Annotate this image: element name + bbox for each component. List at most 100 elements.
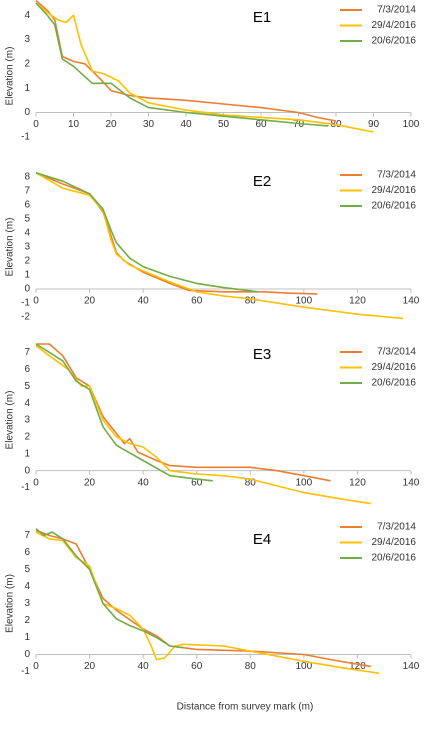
chart-title: E1	[253, 9, 271, 26]
y-tick-label: 8	[24, 172, 30, 183]
x-tick-label: 0	[33, 661, 39, 672]
x-tick-label: 60	[191, 661, 203, 672]
x-tick-label: 20	[105, 119, 117, 130]
y-axis-label: Elevation (m)	[5, 391, 16, 450]
x-tick-label: 0	[33, 477, 39, 488]
legend-label: 29/4/2016	[372, 20, 417, 31]
x-tick-label: 80	[245, 477, 257, 488]
legend-label: 7/3/2014	[377, 347, 416, 358]
y-tick-label: 7	[24, 347, 30, 358]
x-tick-label: 40	[180, 119, 192, 130]
legend-label: 29/4/2016	[372, 185, 417, 196]
y-tick-label: 7	[24, 530, 30, 541]
y-tick-label: 2	[24, 58, 30, 69]
y-tick-label: -2	[21, 312, 30, 323]
data-line	[36, 343, 331, 482]
data-line	[35, 528, 184, 649]
legend-label: 20/6/2016	[372, 36, 417, 47]
y-tick-label: 4	[24, 10, 30, 21]
y-axis-label: Elevation (m)	[5, 574, 16, 633]
y-tick-label: 6	[24, 364, 30, 375]
x-tick-label: 140	[403, 477, 420, 488]
x-tick-label: 100	[403, 119, 420, 130]
data-line	[35, 172, 318, 295]
y-tick-label: -1	[21, 666, 30, 677]
chart-title: E4	[253, 531, 271, 548]
x-tick-label: 10	[68, 119, 80, 130]
x-tick-label: 60	[255, 119, 267, 130]
x-tick-label: 120	[349, 477, 366, 488]
y-tick-label: 1	[24, 448, 30, 459]
y-tick-label: 0	[24, 649, 30, 660]
y-tick-label: 1	[24, 83, 30, 94]
x-tick-label: 60	[191, 477, 203, 488]
legend-label: 7/3/2014	[377, 170, 416, 181]
x-tick-label: 120	[349, 661, 366, 672]
x-axis-label: Distance from survey mark (m)	[177, 702, 314, 713]
legend-label: 29/4/2016	[372, 362, 417, 373]
x-tick-label: 40	[138, 296, 150, 307]
legend-label: 20/6/2016	[372, 201, 417, 212]
y-tick-label: -1	[21, 298, 30, 309]
chart-title: E2	[253, 173, 271, 190]
y-axis-label: Elevation (m)	[5, 218, 16, 277]
x-tick-label: 0	[33, 296, 39, 307]
x-tick-label: 80	[245, 296, 257, 307]
x-tick-label: 60	[191, 296, 203, 307]
y-tick-label: 5	[24, 564, 30, 575]
legend-label: 20/6/2016	[372, 378, 417, 389]
y-tick-label: 2	[24, 432, 30, 443]
x-tick-label: 90	[368, 119, 380, 130]
legend-label: 7/3/2014	[377, 522, 416, 533]
legend-label: 7/3/2014	[377, 5, 416, 16]
data-line	[35, 0, 337, 122]
y-tick-label: 0	[24, 465, 30, 476]
data-line	[35, 531, 380, 674]
y-tick-label: -1	[21, 482, 30, 493]
y-tick-label: 6	[24, 200, 30, 211]
x-tick-label: 100	[296, 661, 313, 672]
y-tick-label: 2	[24, 256, 30, 267]
x-tick-label: 40	[138, 477, 150, 488]
x-tick-label: 20	[84, 477, 96, 488]
y-tick-label: 1	[24, 270, 30, 281]
chart-title: E3	[253, 346, 271, 363]
y-tick-label: 3	[24, 415, 30, 426]
y-tick-label: 3	[24, 34, 30, 45]
x-tick-label: 140	[403, 661, 420, 672]
y-tick-label: 0	[24, 107, 30, 118]
data-line	[35, 529, 371, 668]
data-line	[35, 2, 374, 133]
data-line	[35, 345, 371, 505]
x-tick-label: 120	[349, 296, 366, 307]
data-line	[35, 343, 213, 482]
x-tick-label: 30	[143, 119, 155, 130]
legend-label: 20/6/2016	[372, 553, 417, 564]
x-tick-label: 50	[218, 119, 230, 130]
y-tick-label: 6	[24, 547, 30, 558]
data-line	[35, 2, 329, 127]
legend-label: 29/4/2016	[372, 537, 417, 548]
y-tick-label: 4	[24, 398, 30, 409]
y-tick-label: 5	[24, 381, 30, 392]
data-line	[35, 172, 404, 320]
y-tick-label: 0	[24, 284, 30, 295]
x-tick-label: 140	[403, 296, 420, 307]
y-tick-label: 3	[24, 598, 30, 609]
x-tick-label: 40	[138, 661, 150, 672]
x-tick-label: 80	[245, 661, 257, 672]
x-tick-label: 100	[296, 477, 313, 488]
x-tick-label: 70	[293, 119, 305, 130]
y-axis-label: Elevation (m)	[5, 47, 16, 106]
x-tick-label: 20	[84, 661, 96, 672]
y-tick-label: 4	[24, 581, 30, 592]
y-tick-label: 3	[24, 242, 30, 253]
y-tick-label: 2	[24, 615, 30, 626]
y-tick-label: 5	[24, 214, 30, 225]
x-tick-label: 20	[84, 296, 96, 307]
data-line	[35, 172, 259, 293]
y-tick-label: 4	[24, 228, 30, 239]
x-tick-label: 100	[296, 296, 313, 307]
y-tick-label: 1	[24, 632, 30, 643]
